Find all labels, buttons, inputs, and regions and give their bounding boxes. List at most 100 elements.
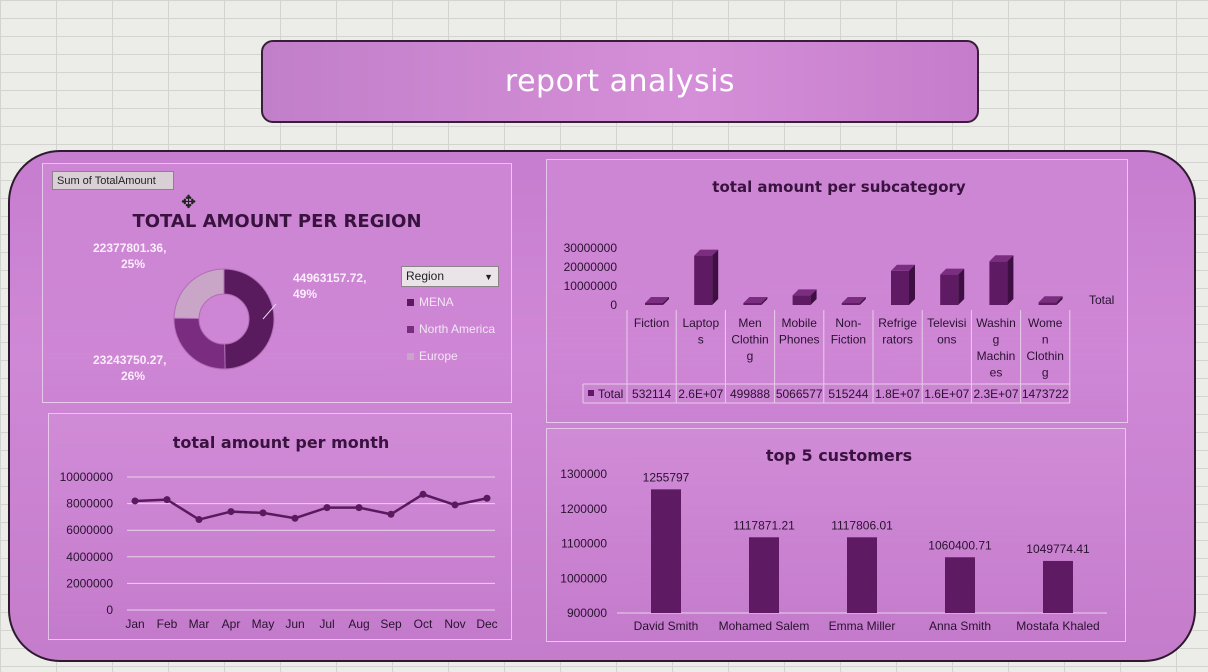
subcategory-table-value: 2.3E+07 xyxy=(973,387,1018,401)
dashboard-frame xyxy=(8,150,1196,662)
subcategory-category-label: Phones xyxy=(779,333,820,347)
subcategory-table-value: 5066577 xyxy=(776,387,823,401)
month-y-tick: 8000000 xyxy=(66,497,113,511)
subcategory-bar-top xyxy=(1038,296,1063,303)
region-filter-dropdown[interactable]: Region ▼ xyxy=(401,266,499,287)
month-data-point xyxy=(131,497,139,505)
subcategory-bar-top xyxy=(841,297,866,303)
month-data-point xyxy=(483,494,491,502)
month-line-chart: total amount per month 10000000 8000000 600… xyxy=(60,433,498,631)
subcategory-chart-panel[interactable]: total amount per subcategory 30000000 2000… xyxy=(546,159,1128,423)
subcategory-category-label: n xyxy=(1042,333,1049,347)
pie-slice-europe xyxy=(173,268,225,320)
customer-x-label: David Smith xyxy=(634,619,699,633)
customer-data-label: 1117806.01 xyxy=(831,518,893,532)
month-y-tick: 10000000 xyxy=(60,470,114,484)
subcategory-bar-top xyxy=(989,255,1014,262)
subcategory-bar-side xyxy=(761,297,768,305)
subcategory-table-value: 1.8E+07 xyxy=(875,387,920,401)
month-x-tick: Jul xyxy=(319,617,334,631)
subcategory-y-tick: 20000000 xyxy=(564,260,618,274)
month-data-point xyxy=(259,509,267,517)
pie-data-pct: 49% xyxy=(293,287,317,301)
legend-swatch xyxy=(407,299,414,307)
subcategory-bar xyxy=(792,295,811,305)
month-y-tick: 2000000 xyxy=(66,576,113,590)
legend-swatch xyxy=(407,353,414,361)
month-x-tick: Sep xyxy=(380,617,402,631)
month-x-tick: Nov xyxy=(444,617,465,631)
pie-data-label: 44963157.72, xyxy=(293,271,366,285)
pie-title: TOTAL AMOUNT PER REGION xyxy=(132,211,421,232)
customer-data-label: 1255797 xyxy=(643,470,690,484)
legend-item-mena: MENA xyxy=(407,295,454,309)
subcategory-table-value: 1473722 xyxy=(1022,387,1069,401)
subcategory-category-label: s xyxy=(698,333,704,347)
legend-label: Europe xyxy=(419,349,458,363)
subcategory-bar xyxy=(645,303,663,305)
customers-y-tick: 1100000 xyxy=(561,537,607,551)
subcategory-category-label: Washin xyxy=(976,316,1016,330)
month-data-point xyxy=(291,514,299,522)
subcategory-category-label: g xyxy=(1042,366,1049,380)
customer-x-label: Anna Smith xyxy=(929,619,991,633)
subcategory-bar xyxy=(891,270,909,305)
month-title: total amount per month xyxy=(173,433,389,452)
subcategory-bar-side xyxy=(810,289,817,305)
subcategory-table-value: 532114 xyxy=(632,387,671,401)
subcategory-bar-side xyxy=(909,264,915,305)
month-x-tick: Jan xyxy=(125,617,144,631)
pie-slice-north-america xyxy=(173,317,226,370)
month-chart-panel[interactable]: total amount per month 10000000 8000000 600… xyxy=(48,413,512,640)
subcategory-category-label: Clothin xyxy=(731,333,768,347)
customers-y-tick: 900000 xyxy=(567,606,607,620)
subcategory-category-label: Mobile xyxy=(782,316,818,330)
subcategory-category-label: Laptop xyxy=(682,316,719,330)
subcategory-y-tick: 30000000 xyxy=(564,241,618,255)
subcategory-title: total amount per subcategory xyxy=(712,178,966,196)
customer-x-label: Mostafa Khaled xyxy=(1016,619,1099,633)
month-data-point xyxy=(387,510,395,518)
month-data-point xyxy=(195,516,203,524)
customer-bar xyxy=(945,557,975,613)
subcategory-category-label: Wome xyxy=(1028,316,1063,330)
subcategory-table-value: 515244 xyxy=(828,387,868,401)
subcategory-category-label: rators xyxy=(882,333,913,347)
dashboard-title: report analysis xyxy=(504,64,736,99)
subcategory-bar-top xyxy=(694,249,719,256)
month-y-tick: 4000000 xyxy=(66,550,113,564)
subcategory-table-value: 2.6E+07 xyxy=(678,387,723,401)
customers-chart-panel[interactable]: top 5 customers 1300000 1200000 1100000 1000… xyxy=(546,428,1126,642)
subcategory-bar xyxy=(989,261,1008,305)
month-x-tick: May xyxy=(252,617,275,631)
month-data-point xyxy=(227,508,235,516)
subcategory-bar-side xyxy=(663,297,669,305)
customers-y-tick: 1300000 xyxy=(560,467,607,481)
subcategory-category-label: Televisi xyxy=(927,316,966,330)
subcategory-category-label: Fiction xyxy=(831,333,866,347)
chevron-down-icon[interactable]: ▼ xyxy=(484,272,493,282)
subcategory-table-value: 1.6E+07 xyxy=(924,387,969,401)
pie-data-pct: 26% xyxy=(121,369,145,383)
subcategory-bar xyxy=(1038,302,1057,305)
customer-bar xyxy=(847,537,877,613)
customer-bar xyxy=(749,537,779,613)
subcategory-bar-top xyxy=(940,268,965,275)
subcategory-category-label: ons xyxy=(937,333,956,347)
pie-slice-mena xyxy=(223,268,275,370)
subcategory-bar xyxy=(694,255,713,305)
month-x-tick: Jun xyxy=(285,617,304,631)
month-x-tick: Aug xyxy=(348,617,369,631)
subcategory-bar-chart: total amount per subcategory 30000000 2000… xyxy=(564,178,1114,404)
pie-data-label: 23243750.27, xyxy=(93,353,166,367)
table-series-label: Total xyxy=(598,387,623,401)
subcategory-bar-top xyxy=(743,297,768,303)
pie-data-pct: 25% xyxy=(121,257,145,271)
region-pie-chart: TOTAL AMOUNT PER REGION 44963157.72, 49% 23… xyxy=(93,211,422,383)
subcategory-bar xyxy=(743,303,762,305)
subcategory-bar xyxy=(841,303,860,305)
pie-data-label: 22377801.36, xyxy=(93,241,166,255)
month-x-tick: Feb xyxy=(157,617,178,631)
customer-data-label: 1117871.21 xyxy=(733,518,795,532)
sum-of-totalamount-field-button[interactable]: Sum of TotalAmount xyxy=(52,171,174,190)
